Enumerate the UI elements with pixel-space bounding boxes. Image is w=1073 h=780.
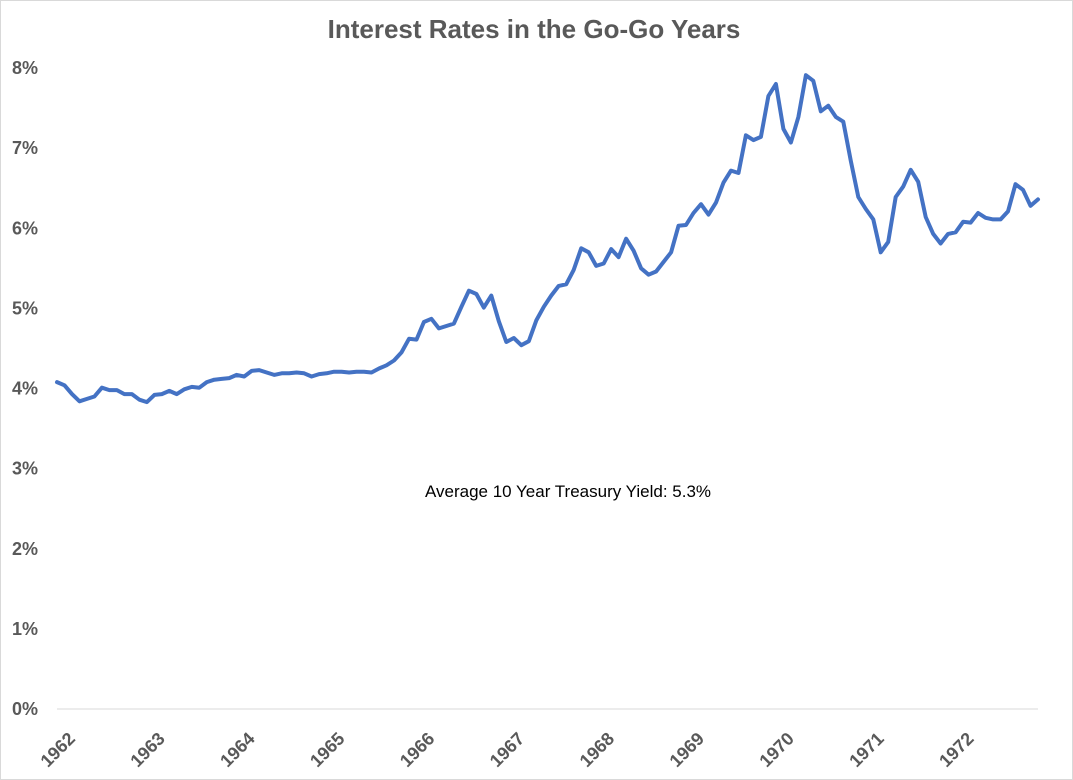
y-tick-label: 8% <box>12 58 38 78</box>
y-tick-label: 0% <box>12 699 38 719</box>
x-tick-label: 1971 <box>845 729 887 771</box>
x-tick-label: 1969 <box>666 729 708 771</box>
y-axis: 0% 1% 2% 3% 4% 5% 6% 7% 8% <box>12 58 38 719</box>
x-tick-label: 1964 <box>216 729 258 771</box>
x-tick-label: 1968 <box>576 729 618 771</box>
x-tick-label: 1967 <box>486 729 528 771</box>
chart-title: Interest Rates in the Go-Go Years <box>328 14 741 44</box>
y-tick-label: 3% <box>12 459 38 479</box>
x-axis: 1962 1963 1964 1965 1966 1967 1968 1969 1970 1971… <box>37 729 978 771</box>
x-tick-label: 1965 <box>306 729 348 771</box>
x-tick-label: 1963 <box>126 729 168 771</box>
y-tick-label: 2% <box>12 539 38 559</box>
y-tick-label: 5% <box>12 298 38 318</box>
average-yield-annotation: Average 10 Year Treasury Yield: 5.3% <box>425 482 711 501</box>
y-tick-label: 4% <box>12 379 38 399</box>
x-tick-label: 1962 <box>37 729 79 771</box>
y-tick-label: 6% <box>12 218 38 238</box>
x-tick-label: 1972 <box>935 729 977 771</box>
x-tick-label: 1966 <box>396 729 438 771</box>
x-tick-label: 1970 <box>755 729 797 771</box>
y-tick-label: 1% <box>12 619 38 639</box>
y-tick-label: 7% <box>12 138 38 158</box>
series-line-10-year-treasury-yield <box>55 73 1040 405</box>
